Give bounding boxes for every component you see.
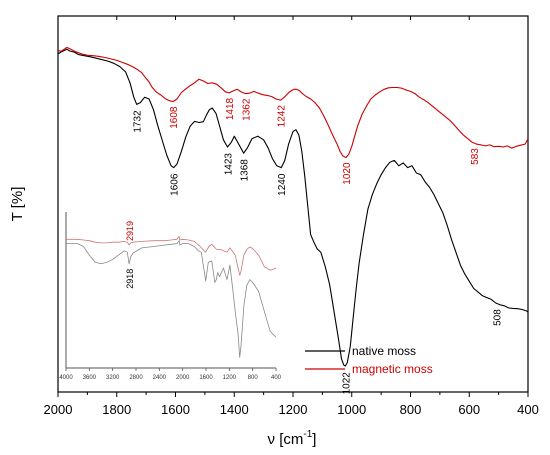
legend-label-magnetic-moss: magnetic moss <box>352 362 433 376</box>
inset-x-tick-label: 1200 <box>223 375 237 381</box>
inset-x-tick-label: 1600 <box>199 375 213 381</box>
legend: native moss magnetic moss <box>305 344 433 376</box>
series-line-native-moss <box>57 48 529 367</box>
peak-label: 508 <box>492 309 503 326</box>
inset-x-tick-label: 400 <box>271 375 282 381</box>
inset-x-tick-label: 800 <box>248 375 259 381</box>
legend-label-native-moss: native moss <box>352 344 416 358</box>
x-tick-label: 1400 <box>220 402 249 417</box>
peak-label: 1020 <box>342 162 353 185</box>
inset-peak-labels: 2918 2919 <box>125 221 135 289</box>
inset-chart: 4000 3600 3200 2800 2400 2000 1600 1200 800 400 2… <box>59 212 282 381</box>
inset-series-line-native-moss <box>66 240 277 358</box>
x-tick-label: 1800 <box>102 402 131 417</box>
peak-label: 1418 <box>225 97 236 120</box>
inset-series-group <box>66 236 277 358</box>
inset-peak-label: 2919 <box>125 221 135 241</box>
x-tick-label: 1000 <box>337 402 366 417</box>
peak-labels: 1732 1606 1423 1368 1240 1022 508 1608 1418 1362 1… <box>133 97 504 394</box>
peak-label: 1362 <box>241 98 252 121</box>
x-tick-label: 400 <box>517 402 539 417</box>
inset-x-tick-label: 3600 <box>83 375 97 381</box>
inset-x-ticks: 4000 3600 3200 2800 2400 2000 1600 1200 800 400 <box>59 368 282 381</box>
series-group <box>57 46 529 367</box>
peak-label: 1608 <box>169 106 180 129</box>
peak-label: 583 <box>470 148 481 165</box>
x-tick-label: 2000 <box>44 402 73 417</box>
peak-label: 1606 <box>170 173 181 196</box>
peak-label: 1732 <box>133 110 144 133</box>
plot-frame <box>57 15 529 393</box>
x-tick-label: 1200 <box>279 402 308 417</box>
x-tick-label: 1600 <box>161 402 190 417</box>
inset-x-tick-label: 4000 <box>59 375 73 381</box>
x-tick-label: 600 <box>458 402 480 417</box>
inset-x-tick-label: 3200 <box>106 375 120 381</box>
x-tick-label: 800 <box>400 402 422 417</box>
peak-label: 1022 <box>341 372 352 395</box>
inset-x-tick-label: 2400 <box>153 375 167 381</box>
inset-series-line-magnetic-moss <box>66 236 277 276</box>
series-line-magnetic-moss <box>57 46 529 159</box>
inset-x-tick-label: 2800 <box>129 375 143 381</box>
peak-label: 1240 <box>277 173 288 196</box>
x-axis-label: ν [cm-1] <box>268 429 317 448</box>
peak-label: 1242 <box>277 105 288 128</box>
peak-label: 1423 <box>223 153 234 176</box>
x-axis-ticks: 2000 1800 1600 1400 1200 1000 800 600 400 <box>44 16 539 417</box>
inset-peak-label: 2918 <box>125 269 135 289</box>
peak-label: 1368 <box>240 159 251 182</box>
y-axis-label: T [%] <box>9 187 26 222</box>
inset-x-tick-label: 2000 <box>176 375 190 381</box>
